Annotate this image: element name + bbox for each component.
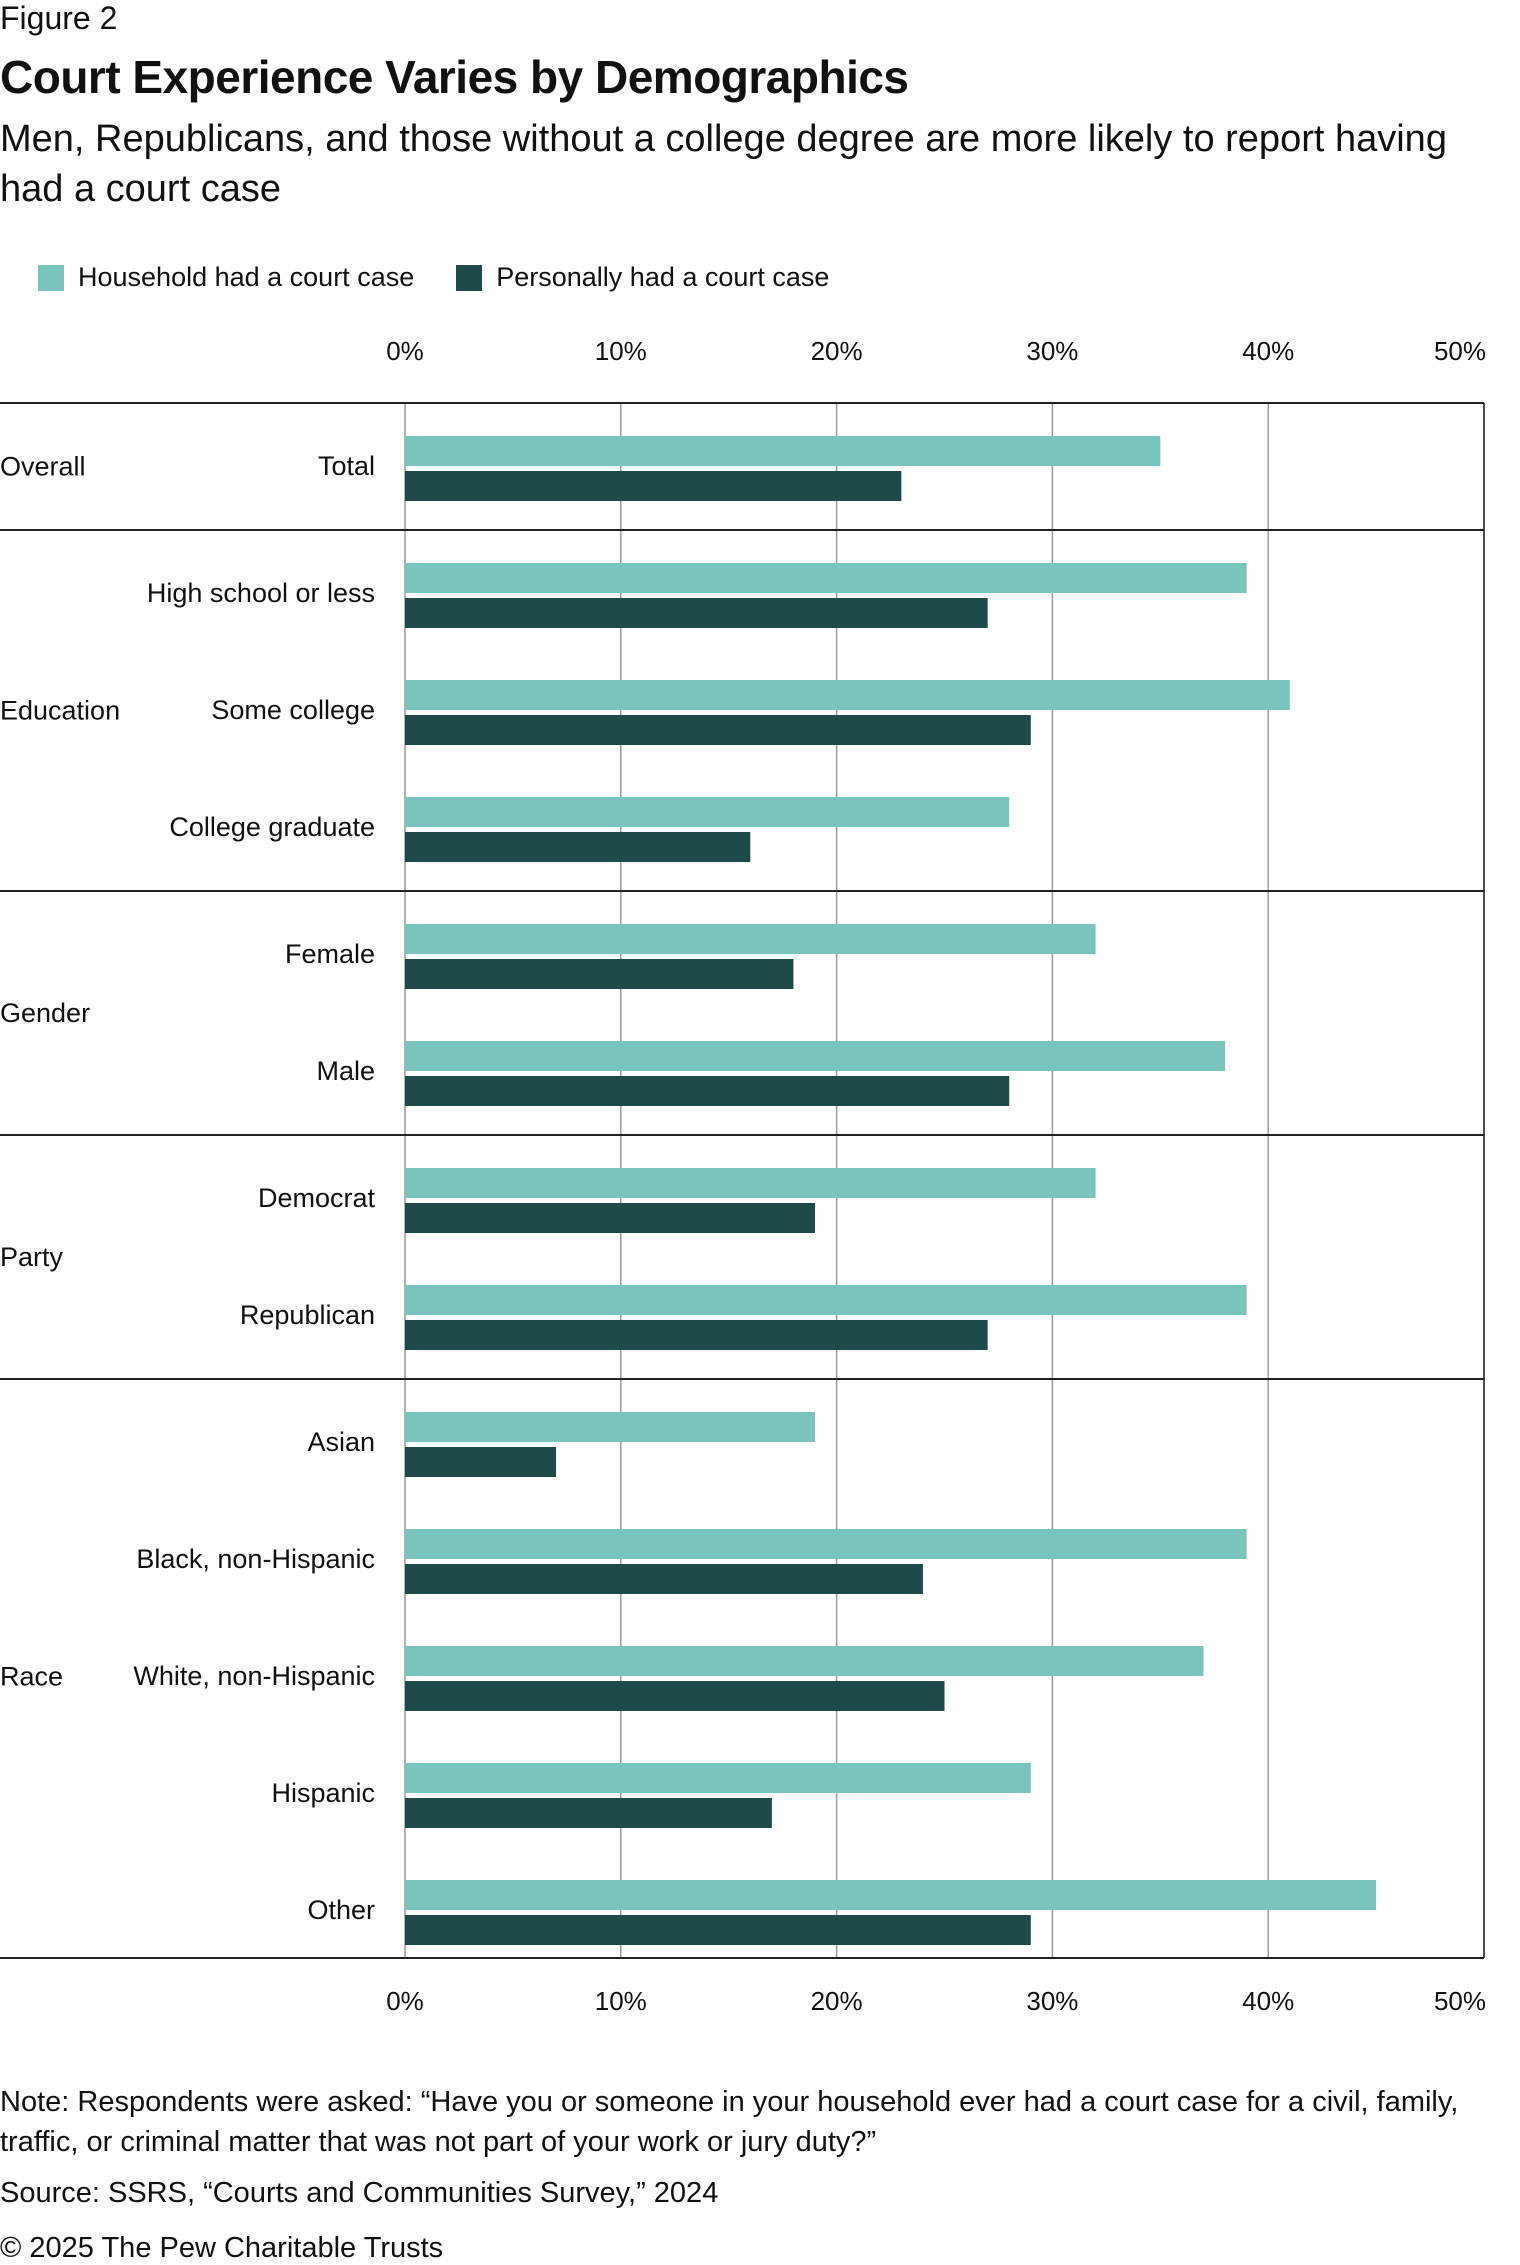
bar-household-8: [405, 1412, 816, 1442]
category-label-8: Asian: [307, 1427, 375, 1457]
chart-subtitle: Men, Republicans, and those without a co…: [0, 118, 1447, 210]
bar-household-6: [405, 1168, 1096, 1198]
category-label-9: Black, non-Hispanic: [136, 1544, 375, 1574]
group-label-race: Race: [0, 1662, 63, 1692]
note-text: Note: Respondents were asked: “Have you …: [0, 2086, 1459, 2158]
bar-chart: 0% 0% 10% 10% 20% 20% 30% 30% 40% 40% 50% 50% Overal…: [0, 336, 1486, 2016]
legend-item-personal: Personally had a court case: [456, 262, 829, 293]
tick-label-bottom-30: 30%: [1026, 1986, 1078, 2016]
legend-label-household: Household had a court case: [78, 262, 415, 292]
bar-personal-10: [405, 1681, 945, 1711]
tick-label-bottom-10: 10%: [595, 1986, 647, 2016]
bar-personal-0: [405, 471, 902, 501]
tick-label-top-30: 30%: [1026, 336, 1078, 366]
legend-item-household: Household had a court case: [38, 262, 414, 293]
legend-label-personal: Personally had a court case: [496, 262, 830, 292]
tick-label-bottom-40: 40%: [1242, 1986, 1294, 2016]
group-label-party: Party: [0, 1242, 64, 1272]
bar-personal-8: [405, 1447, 557, 1477]
category-label-10: White, non-Hispanic: [133, 1661, 375, 1691]
category-label-7: Republican: [240, 1300, 375, 1330]
category-label-5: Male: [316, 1056, 375, 1086]
bar-household-10: [405, 1646, 1204, 1676]
category-label-11: Hispanic: [271, 1778, 375, 1808]
group-label-overall: Overall: [0, 452, 86, 482]
category-label-1: High school or less: [147, 578, 375, 608]
category-label-12: Other: [307, 1895, 375, 1925]
bar-personal-3: [405, 832, 751, 862]
category-label-6: Democrat: [258, 1183, 376, 1213]
tick-label-bottom-0: 0%: [386, 1986, 424, 2016]
bar-household-4: [405, 924, 1096, 954]
chart-title: Court Experience Varies by Demographics: [0, 51, 909, 103]
group-label-gender: Gender: [0, 998, 90, 1028]
category-label-3: College graduate: [169, 812, 375, 842]
bar-household-11: [405, 1763, 1031, 1793]
bar-personal-6: [405, 1203, 816, 1233]
bar-personal-11: [405, 1798, 772, 1828]
bar-household-1: [405, 563, 1247, 593]
bar-household-2: [405, 680, 1290, 710]
legend: Household had a court case Personally ha…: [38, 262, 871, 293]
bar-household-3: [405, 797, 1010, 827]
bar-personal-7: [405, 1320, 988, 1350]
bar-household-0: [405, 436, 1161, 466]
bar-personal-4: [405, 959, 794, 989]
bar-household-7: [405, 1285, 1247, 1315]
bar-personal-2: [405, 715, 1031, 745]
category-label-0: Total: [318, 451, 375, 481]
bar-personal-12: [405, 1915, 1031, 1945]
bar-household-5: [405, 1041, 1226, 1071]
group-label-education: Education: [0, 696, 120, 726]
tick-label-top-10: 10%: [595, 336, 647, 366]
legend-swatch-household: [38, 264, 64, 291]
tick-label-top-20: 20%: [811, 336, 863, 366]
figure-label: Figure 2: [0, 0, 118, 36]
copyright-text: © 2025 The Pew Charitable Trusts: [0, 2232, 444, 2264]
bar-household-12: [405, 1880, 1377, 1910]
tick-label-top-40: 40%: [1242, 336, 1294, 366]
tick-label-top-0: 0%: [386, 336, 424, 366]
tick-label-top-50: 50%: [1434, 336, 1486, 366]
legend-swatch-personal: [456, 264, 483, 291]
bar-household-9: [405, 1529, 1247, 1559]
tick-label-bottom-20: 20%: [811, 1986, 863, 2016]
bar-personal-1: [405, 598, 988, 628]
category-label-4: Female: [285, 939, 375, 969]
bar-personal-9: [405, 1564, 923, 1594]
source-text: Source: SSRS, “Courts and Communities Su…: [0, 2177, 719, 2209]
tick-label-bottom-50: 50%: [1434, 1986, 1486, 2016]
bar-personal-5: [405, 1076, 1010, 1106]
category-label-2: Some college: [211, 695, 375, 725]
